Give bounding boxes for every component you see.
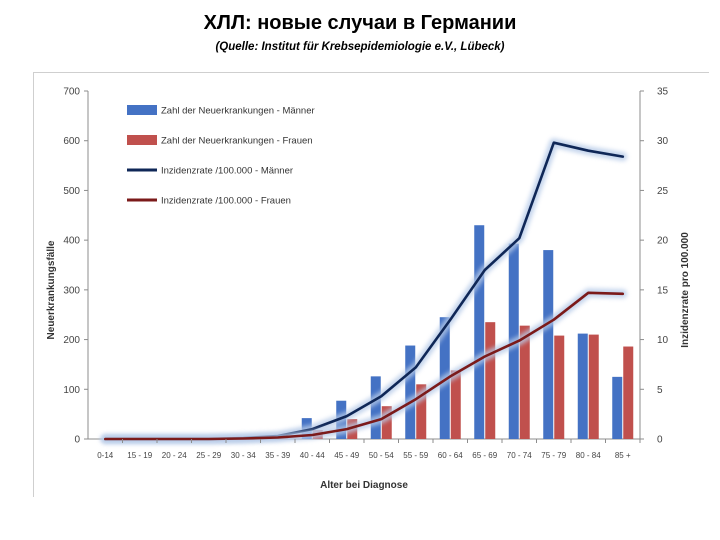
legend-item-line-men-label: Inzidenzrate /100.000 - Männer [161, 166, 293, 177]
x-tick-label: 55 - 59 [403, 451, 428, 460]
bars [198, 225, 634, 439]
x-tick-label: 15 - 19 [127, 451, 152, 460]
bar-women [588, 334, 599, 439]
x-tick-label: 50 - 54 [369, 451, 394, 460]
y-right-tick-label: 10 [657, 335, 669, 346]
bar-men [577, 333, 588, 439]
legend-item-bar-women-label: Zahl der Neuerkrankungen - Frauen [161, 136, 313, 147]
slide-subtitle: (Quelle: Institut für Krebsepidemiologie… [215, 41, 505, 53]
x-axis-title: Alter bei Diagnose [320, 480, 408, 491]
x-tick-label: 85 + [615, 451, 631, 460]
chart-frame [33, 72, 709, 497]
bar-men [474, 225, 485, 439]
bar-women [623, 346, 634, 439]
y-axis-right-title: Inzidenzrate pro 100.000 [680, 232, 691, 348]
x-tick-label: 45 - 49 [334, 451, 359, 460]
x-tick-label: 30 - 34 [231, 451, 256, 460]
bar-women [485, 322, 496, 439]
y-right-tick-label: 35 [657, 87, 669, 98]
y-right-tick-label: 5 [657, 385, 663, 396]
y-left-tick-label: 700 [63, 87, 80, 98]
x-tick-label: 80 - 84 [576, 451, 601, 460]
legend-item-line-women-label: Inzidenzrate /100.000 - Frauen [161, 196, 291, 207]
x-tick-label: 20 - 24 [162, 451, 187, 460]
x-tick-label: 70 - 74 [507, 451, 532, 460]
y-left-tick-label: 400 [63, 236, 80, 247]
y-left-tick-label: 100 [63, 385, 80, 396]
legend: Zahl der Neuerkrankungen - Männer Zahl de… [127, 105, 315, 207]
slide-title: ХЛЛ: новые случаи в Германии [203, 12, 517, 34]
bar-women [416, 384, 427, 439]
legend-item-bar-men-swatch [127, 105, 157, 115]
y-left-tick-label: 300 [63, 285, 80, 296]
bar-men [543, 250, 554, 439]
y-left-tick-label: 200 [63, 335, 80, 346]
x-tick-label: 65 - 69 [472, 451, 497, 460]
x-tick-label: 75 - 79 [541, 451, 566, 460]
y-right-tick-label: 20 [657, 236, 669, 247]
x-tick-label: 35 - 39 [265, 451, 290, 460]
x-tick-label: 60 - 64 [438, 451, 463, 460]
x-tick-label: 0-14 [97, 451, 114, 460]
legend-item-bar-men-label: Zahl der Neuerkrankungen - Männer [161, 106, 315, 117]
x-tick-label: 40 - 44 [300, 451, 325, 460]
bar-men [405, 345, 416, 439]
bar-women [450, 370, 461, 439]
y-left-tick-label: 600 [63, 136, 80, 147]
y-axis-left-title: Neuerkrankungsfälle [46, 240, 57, 339]
y-right-tick-label: 0 [657, 435, 663, 446]
bar-women [554, 335, 565, 439]
x-tick-label: 25 - 29 [196, 451, 221, 460]
y-left-tick-label: 500 [63, 186, 80, 197]
y-left-tick-label: 0 [74, 435, 80, 446]
bar-men [370, 376, 381, 439]
legend-item-bar-women-swatch [127, 135, 157, 145]
bar-men [612, 376, 623, 439]
bar-women [381, 406, 392, 439]
bar-women [519, 325, 530, 439]
y-right-tick-label: 15 [657, 285, 669, 296]
tick-labels: 0 100 200 300 400 500 600 700 0 5 10 15 20 25 30 35 0-14… [63, 87, 668, 461]
y-right-tick-label: 30 [657, 136, 669, 147]
y-right-tick-label: 25 [657, 186, 669, 197]
